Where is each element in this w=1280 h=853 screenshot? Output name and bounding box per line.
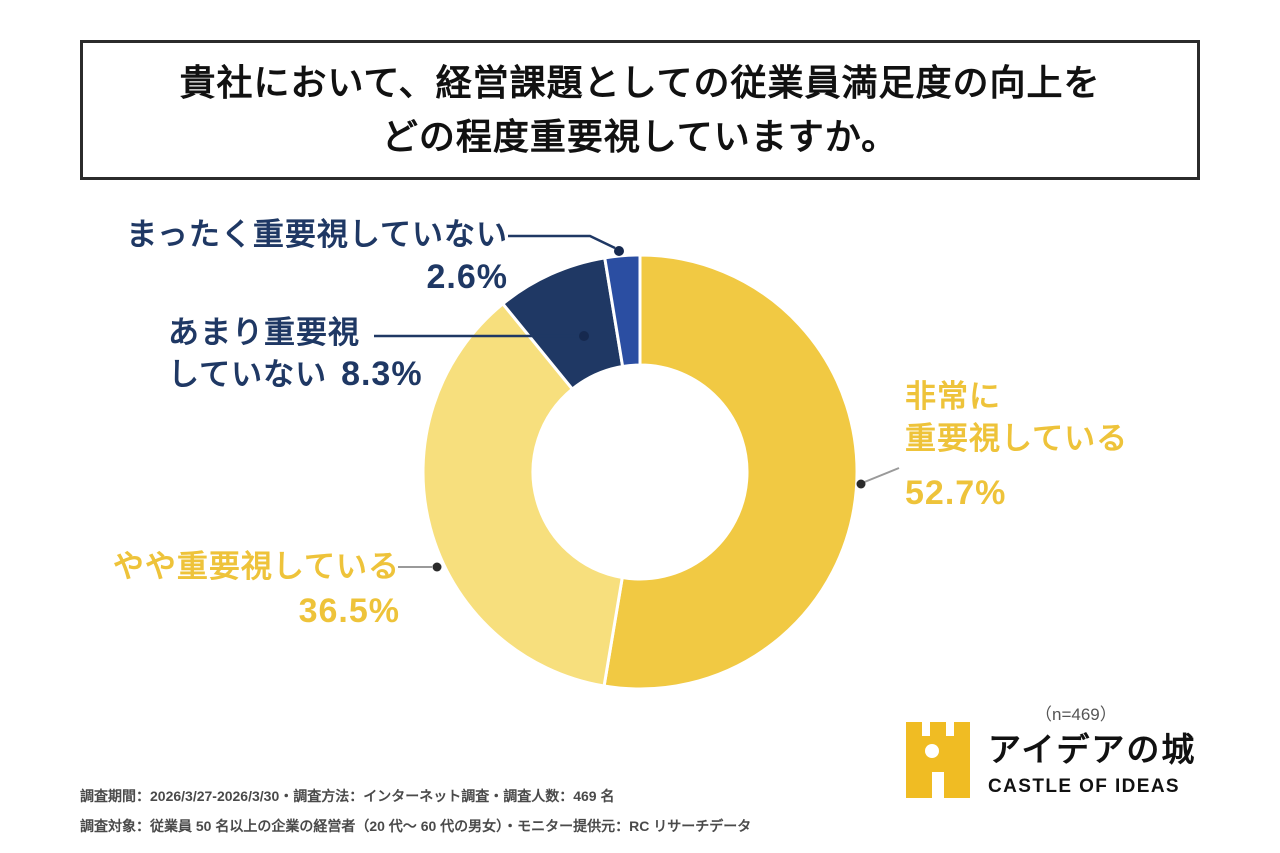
callout-somewhat: やや重要視している 36.5%: [88, 546, 400, 631]
donut-segment-0: [602, 253, 859, 691]
leader-dot-none: [614, 246, 624, 256]
survey-note-line2: 調査対象：従業員 50 名以上の企業の経営者（20 代〜 60 代の男女）・モニ…: [80, 818, 752, 834]
title-box: 貴社において、経営課題としての従業員満足度の向上を どの程度重要視していますか。: [80, 40, 1200, 180]
callout-not-at-all: まったく重要視していない 2.6%: [85, 214, 508, 297]
leader-dot-mid: [432, 562, 442, 572]
donut-segment-1: [421, 302, 624, 688]
title-line-1: 貴社において、経営課題としての従業員満足度の向上を: [179, 62, 1101, 103]
logo-name-jp: アイデアの城: [988, 730, 1197, 768]
logo-name-en: CASTLE OF IDEAS: [988, 775, 1181, 797]
leader-dot-high: [856, 479, 866, 489]
logo: アイデアの城 CASTLE OF IDEAS: [906, 722, 1196, 798]
callout-somewhat-pct: 36.5%: [298, 591, 400, 630]
leader-line-none: [508, 234, 616, 250]
donut-segment-3: [603, 253, 642, 368]
logo-text: アイデアの城 CASTLE OF IDEAS: [988, 723, 1196, 798]
castle-icon: [906, 722, 970, 798]
callout-somewhat-label: やや重要視している: [112, 549, 400, 584]
callout-not-much-label-line2: していない: [168, 356, 328, 392]
survey-notes: 調査期間：2026/3/27-2026/3/30・調査方法：インターネット調査・…: [80, 789, 751, 833]
donut-segments: [421, 253, 859, 691]
callout-very-pct: 52.7%: [905, 473, 1007, 512]
sample-size-note: （n=469）: [1035, 705, 1117, 724]
leader-line-high: [861, 467, 900, 484]
survey-note-line1: 調査期間：2026/3/27-2026/3/30・調査方法：インターネット調査・…: [80, 788, 615, 804]
title-line-2: どの程度重要視していますか。: [381, 116, 899, 157]
callout-not-at-all-label: まったく重要視していない: [126, 217, 508, 252]
callout-very-label-line2: 重要視している: [905, 420, 1129, 456]
callout-not-much: あまり重要視 していない 8.3%: [168, 312, 423, 396]
callout-very: 非常に 重要視している 52.7%: [905, 376, 1128, 513]
callout-very-label-line1: 非常に: [905, 379, 1001, 414]
donut-segment-2: [501, 256, 625, 391]
leader-dot-low: [579, 331, 589, 341]
callout-not-much-label-line1: あまり重要視: [168, 315, 360, 350]
callout-not-much-pct: 8.3%: [341, 354, 423, 393]
callout-not-at-all-pct: 2.6%: [426, 257, 508, 296]
